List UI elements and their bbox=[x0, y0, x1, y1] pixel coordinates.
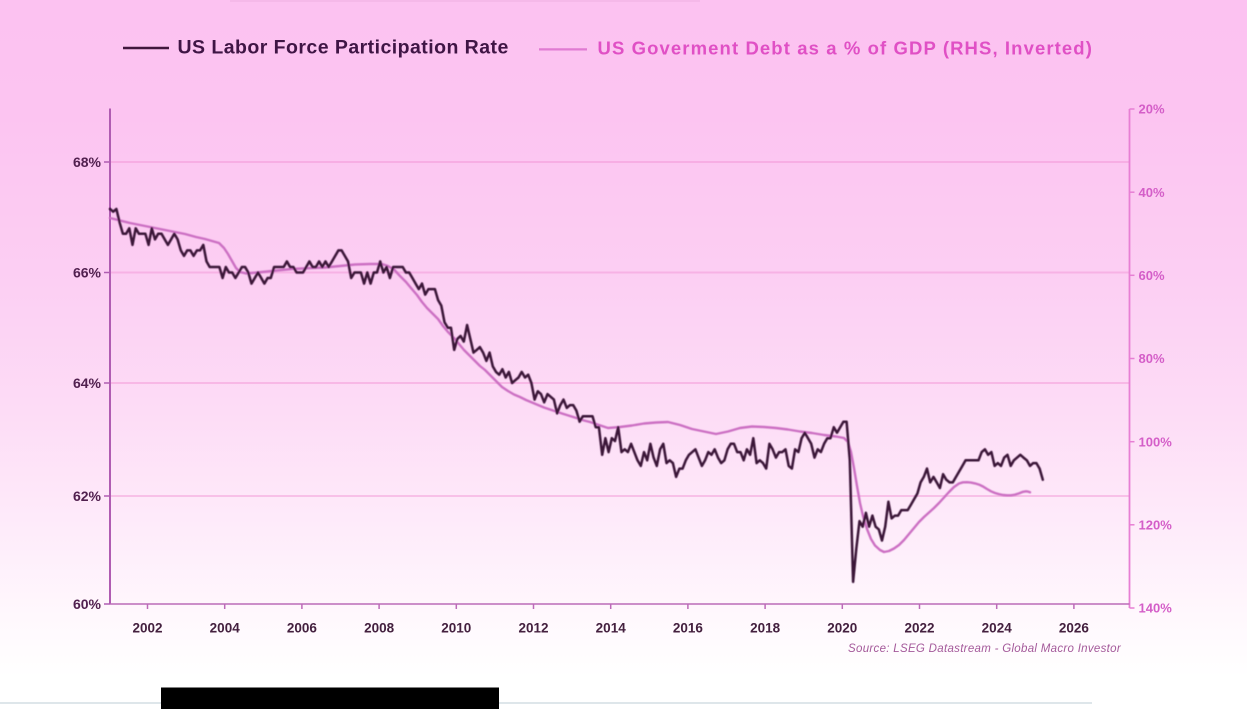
svg-text:66%: 66% bbox=[73, 265, 102, 281]
svg-text:2016: 2016 bbox=[673, 621, 704, 636]
svg-text:60%: 60% bbox=[1139, 268, 1165, 283]
svg-text:2020: 2020 bbox=[827, 621, 857, 636]
svg-text:2004: 2004 bbox=[210, 621, 241, 636]
svg-text:2012: 2012 bbox=[518, 621, 548, 636]
svg-text:100%: 100% bbox=[1139, 434, 1173, 449]
svg-text:US Labor Force Participation R: US Labor Force Participation Rate bbox=[178, 37, 509, 59]
svg-text:2026: 2026 bbox=[1059, 621, 1090, 636]
svg-text:2018: 2018 bbox=[750, 621, 781, 636]
svg-text:Source: LSEG Datastream - Glob: Source: LSEG Datastream - Global Macro I… bbox=[848, 643, 1122, 655]
svg-text:120%: 120% bbox=[1139, 518, 1173, 533]
svg-text:40%: 40% bbox=[1139, 185, 1165, 200]
svg-text:2014: 2014 bbox=[596, 621, 627, 636]
svg-text:2008: 2008 bbox=[364, 621, 395, 636]
svg-text:20%: 20% bbox=[1139, 102, 1165, 117]
svg-text:2006: 2006 bbox=[287, 621, 318, 636]
svg-text:68%: 68% bbox=[73, 154, 102, 170]
svg-text:2002: 2002 bbox=[132, 621, 162, 636]
svg-text:2010: 2010 bbox=[441, 621, 471, 636]
svg-text:US Goverment Debt as a % of GD: US Goverment Debt as a % of GDP (RHS, In… bbox=[598, 38, 1093, 59]
svg-text:64%: 64% bbox=[73, 375, 102, 391]
svg-text:80%: 80% bbox=[1139, 351, 1165, 366]
svg-text:140%: 140% bbox=[1139, 601, 1173, 616]
svg-text:62%: 62% bbox=[73, 488, 102, 504]
svg-text:60%: 60% bbox=[73, 596, 102, 612]
svg-text:2022: 2022 bbox=[904, 621, 934, 636]
svg-text:2024: 2024 bbox=[982, 621, 1013, 636]
